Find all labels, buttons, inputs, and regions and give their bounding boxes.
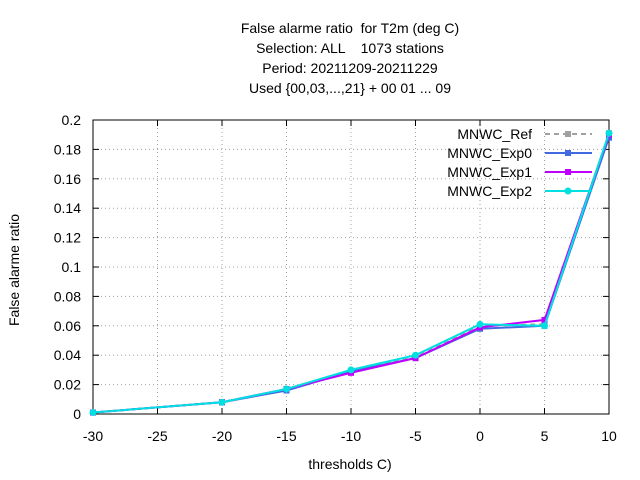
x-tick-label: -25 xyxy=(147,428,167,444)
y-axis-label: False alarme ratio xyxy=(6,213,22,327)
x-axis-label: thresholds C) xyxy=(308,456,392,472)
legend-marker xyxy=(565,169,571,175)
legend-label: MNWC_Exp2 xyxy=(447,183,532,199)
y-tick-label: 0.1 xyxy=(62,259,82,275)
y-tick-label: 0.14 xyxy=(54,200,81,216)
chart-title-line-1: False alarme ratio for T2m (deg C) xyxy=(240,20,460,36)
y-tick-label: 0.06 xyxy=(54,318,81,334)
legend: MNWC_Ref MNWC_Exp0 MNWC_Exp1 MNWC_Exp2 xyxy=(447,126,592,199)
y-tick-label: 0.2 xyxy=(62,112,82,128)
y-tick-label: 0 xyxy=(73,406,81,422)
data-point xyxy=(347,366,355,374)
data-point xyxy=(412,351,419,359)
chart-title-line-3: Period: 20211209-20211229 xyxy=(262,60,438,76)
x-tick-label: 10 xyxy=(601,428,617,444)
grid xyxy=(93,120,609,414)
legend-entry: MNWC_Exp0 xyxy=(447,145,592,161)
legend-entry: MNWC_Ref xyxy=(457,126,592,142)
legend-entry: MNWC_Exp1 xyxy=(447,164,592,180)
data-point xyxy=(541,322,548,330)
data-point xyxy=(89,409,97,417)
data-point xyxy=(218,398,226,406)
series-MNWC_Exp2 xyxy=(89,129,613,417)
legend-marker xyxy=(564,187,572,195)
chart-title: False alarme ratio for T2m (deg C) Selec… xyxy=(0,18,640,98)
data-point xyxy=(476,320,484,328)
series-lines xyxy=(89,129,613,417)
series-line xyxy=(92,132,610,414)
chart-title-line-4: Used {00,03,...,21} + 00 01 ... 09 xyxy=(249,80,451,96)
chart-title-line-2: Selection: ALL 1073 stations xyxy=(256,40,444,56)
legend-label: MNWC_Ref xyxy=(457,126,532,142)
data-point xyxy=(541,316,548,323)
y-tick-label: 0.12 xyxy=(54,230,81,246)
x-tick-label: -30 xyxy=(83,428,103,444)
y-tick-label: 0.02 xyxy=(54,377,81,393)
x-tick-label: -5 xyxy=(409,428,422,444)
legend-entry: MNWC_Exp2 xyxy=(447,183,592,199)
data-point xyxy=(283,385,290,393)
legend-marker xyxy=(565,131,571,137)
legend-label: MNWC_Exp0 xyxy=(447,145,532,161)
axis-ticks: 0 0.02 0.04 0.06 0.08 0.1 0.12 0.14 0.16 0.18 0.2 -… xyxy=(54,112,617,444)
y-tick-label: 0.16 xyxy=(54,171,81,187)
y-tick-label: 0.04 xyxy=(54,347,81,363)
x-tick-label: 0 xyxy=(476,428,484,444)
x-tick-label: 5 xyxy=(541,428,549,444)
data-point xyxy=(605,129,613,137)
x-tick-label: -20 xyxy=(212,428,232,444)
x-tick-label: -10 xyxy=(341,428,361,444)
y-tick-label: 0.08 xyxy=(54,288,81,304)
y-tick-label: 0.18 xyxy=(54,141,81,157)
legend-marker xyxy=(565,150,571,156)
legend-label: MNWC_Exp1 xyxy=(447,164,532,180)
x-tick-label: -15 xyxy=(276,428,296,444)
